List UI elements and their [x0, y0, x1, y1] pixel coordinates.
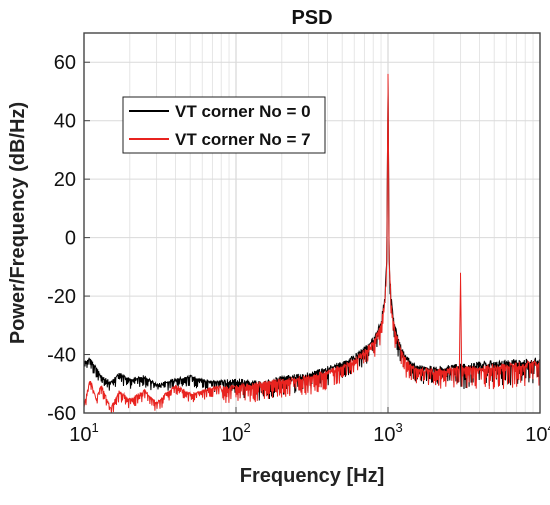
legend-label-series-0: VT corner No = 0	[175, 102, 311, 121]
legend-box	[122, 96, 326, 154]
y-tick-label: -20	[47, 286, 76, 308]
chart-title: PSD	[291, 7, 332, 29]
y-tick-label: 60	[54, 52, 76, 74]
series-line-0	[83, 76, 541, 401]
plot-area-frame	[83, 32, 541, 414]
y-tick-label: 0	[65, 228, 76, 250]
x-axis-label: Frequency [Hz]	[240, 465, 384, 487]
y-tick-label: -40	[47, 345, 76, 367]
y-tick-label: 40	[54, 111, 76, 133]
y-axis-label: Power/Frequency (dB/Hz)	[7, 102, 29, 344]
y-tick-label: -60	[47, 403, 76, 425]
legend: VT corner No = 0 VT corner No = 7	[122, 96, 326, 154]
x-tick-label: 103	[373, 420, 402, 446]
y-tick-label: 20	[54, 169, 76, 191]
x-tick-label: 104	[525, 420, 550, 446]
series-layer	[83, 73, 541, 414]
series-line-1	[83, 73, 541, 414]
x-tick-label: 102	[221, 420, 250, 446]
legend-label-series-1: VT corner No = 7	[175, 130, 311, 149]
x-tick-label: 101	[69, 420, 98, 446]
